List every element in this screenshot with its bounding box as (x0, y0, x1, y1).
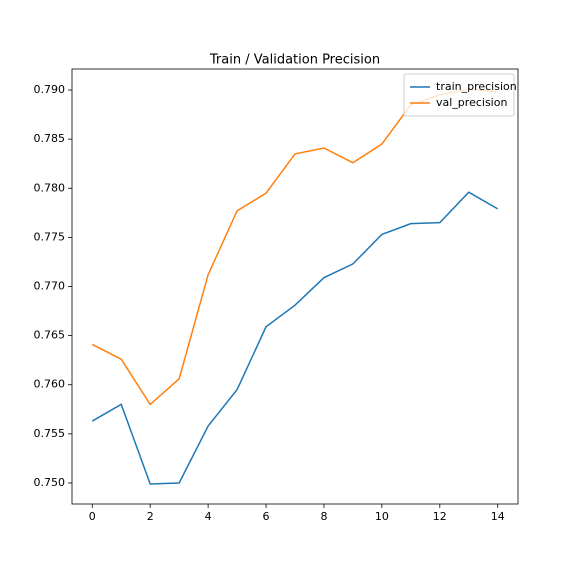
y-tick-label: 0.770 (34, 280, 66, 293)
y-tick-label: 0.760 (34, 378, 66, 391)
legend-label: train_precision (436, 80, 517, 93)
y-tick-label: 0.780 (34, 181, 66, 194)
series-line (91, 191, 499, 485)
x-tick-label: 12 (433, 510, 447, 523)
y-tick-label: 0.750 (34, 476, 66, 489)
y-tick-label: 0.790 (34, 83, 66, 96)
y-tick-label: 0.755 (34, 427, 66, 440)
x-tick-label: 8 (320, 510, 327, 523)
x-tick-label: 6 (263, 510, 270, 523)
x-tick-label: 0 (89, 510, 96, 523)
x-tick-label: 10 (375, 510, 389, 523)
x-tick-label: 2 (147, 510, 154, 523)
chart-title: Train / Validation Precision (209, 53, 380, 68)
legend-label: val_precision (436, 96, 507, 109)
y-tick-label: 0.765 (34, 329, 66, 342)
y-tick-label: 0.785 (34, 132, 66, 145)
legend-box (403, 73, 515, 117)
y-tick-label: 0.775 (34, 230, 66, 243)
x-tick-label: 4 (205, 510, 212, 523)
x-tick-label: 14 (491, 510, 505, 523)
